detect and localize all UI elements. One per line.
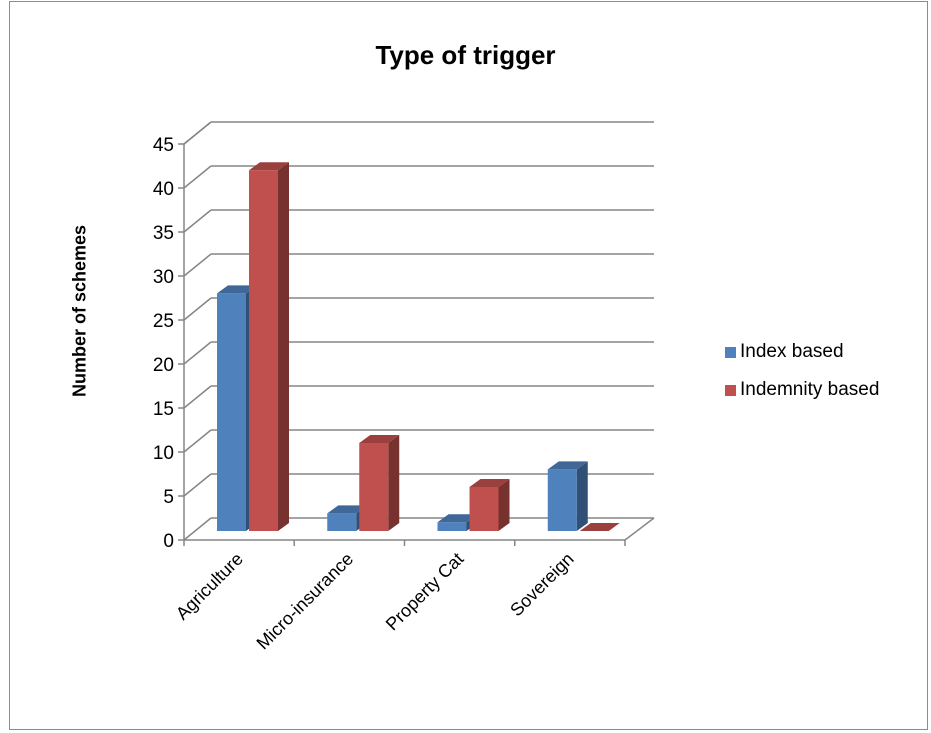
bar (249, 162, 289, 531)
gridline-side (183, 253, 212, 277)
bar-top (547, 461, 588, 470)
bar-side (278, 162, 289, 531)
y-tick-label: 15 (153, 399, 174, 420)
bar-front (249, 170, 278, 531)
gridline-side (183, 297, 212, 321)
x-tick-label: Property Cat (382, 549, 468, 635)
bar-top (249, 162, 289, 171)
bar (359, 435, 400, 531)
floor-edge (624, 517, 655, 541)
bars (217, 162, 620, 531)
bar (469, 479, 510, 531)
gridline-side (183, 341, 212, 365)
bar (547, 461, 588, 531)
x-tick-label: Agriculture (172, 549, 247, 624)
legend: Index based Indemnity based (725, 341, 879, 417)
y-tick-label: 25 (153, 311, 174, 332)
x-tick-label: Micro-insurance (253, 549, 358, 654)
bar-side (388, 435, 400, 531)
gridline-side (183, 385, 212, 409)
bar-top (579, 523, 620, 531)
bar-side (576, 461, 588, 531)
legend-swatch (725, 346, 736, 358)
gridline-side (183, 473, 212, 497)
legend-item: Indemnity based (725, 379, 879, 401)
gridline-side (183, 121, 212, 145)
bar-top (437, 514, 478, 523)
y-tick-label: 10 (153, 443, 174, 464)
bar-front (359, 443, 389, 531)
legend-label: Index based (740, 341, 844, 362)
y-tick-label: 0 (163, 531, 174, 552)
bar-top (327, 505, 368, 514)
legend-item: Index based (725, 341, 879, 363)
y-tick-label: 40 (153, 179, 174, 200)
y-tick-label: 45 (153, 135, 174, 156)
x-axis: Agriculture Micro-insurance Property Cat So… (172, 517, 655, 654)
legend-label: Indemnity based (740, 379, 880, 400)
y-tick-label: 30 (153, 267, 174, 288)
gridline-side (183, 429, 212, 453)
bar-top (359, 435, 400, 443)
bar-front (327, 513, 357, 531)
gridline-side (183, 165, 212, 189)
bar (579, 523, 620, 531)
gridline-side (183, 209, 212, 233)
bar-front (547, 469, 577, 531)
x-tick-label: Sovereign (506, 549, 577, 620)
bar-front (217, 293, 246, 531)
y-tick-label: 20 (153, 355, 174, 376)
bar-front (469, 487, 499, 531)
y-tick-label: 5 (163, 487, 174, 508)
y-axis-ticks: 0 5 10 15 20 25 30 35 40 45 (153, 135, 184, 552)
bar-side (498, 479, 510, 531)
chart-title: Type of trigger (375, 40, 556, 70)
bar-front (437, 522, 467, 531)
bar-top (469, 479, 510, 487)
bar-top (217, 285, 257, 294)
legend-swatch (725, 384, 736, 396)
gridline-side (183, 517, 212, 541)
y-tick-label: 35 (153, 223, 174, 244)
